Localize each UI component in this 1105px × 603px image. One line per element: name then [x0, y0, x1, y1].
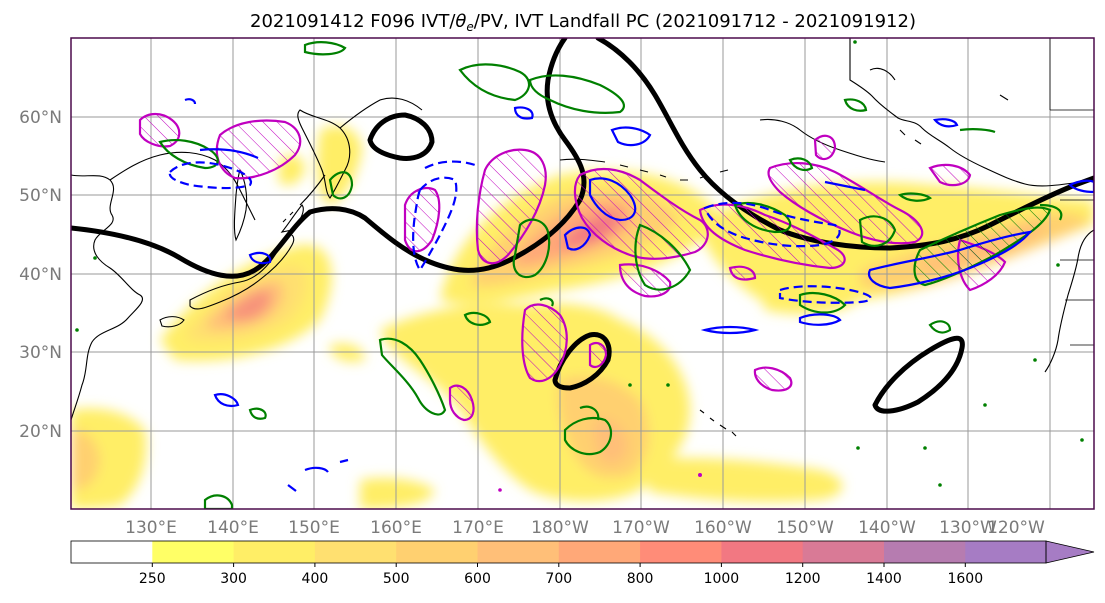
coastline-kuril [282, 174, 326, 223]
pv-contour-cutoff-east [872, 335, 965, 414]
colorbar-tick-label: 1200 [785, 571, 821, 587]
colorbar-segment [721, 541, 804, 563]
lon-label-150w: 150°W [776, 518, 834, 538]
lat-label-50n: 50°N [19, 186, 62, 206]
colorbar-segment [152, 541, 235, 563]
scattered-contour-dots [75, 40, 1084, 492]
pv-contour-cutoff-central [552, 332, 612, 391]
lon-label-140w: 140°W [858, 518, 916, 538]
colorbar-segment [802, 541, 885, 563]
figure-title: 2021091412 F096 IVT/θe/PV, IVT Landfall … [250, 11, 916, 34]
longitude-labels: 130°E 140°E 150°E 160°E 170°E 180°W 170°… [125, 518, 1045, 538]
lat-label-30n: 30°N [19, 343, 62, 363]
colorbar-tick-label: 1000 [704, 571, 740, 587]
lat-label-40n: 40°N [19, 265, 62, 285]
lon-label-140e: 140°E [207, 518, 259, 538]
coastline-alaska [849, 38, 1094, 187]
lon-label-180w: 180°W [531, 518, 589, 538]
colorbar: 250 300 400 500 600 700 800 1000 1200 1400 1600 [70, 540, 1095, 587]
colorbar-tick-label: 600 [464, 571, 491, 587]
colorbar-tick-label: 800 [627, 571, 654, 587]
coastline-hawaii [699, 409, 737, 437]
colorbar-tick-label: 1400 [866, 571, 902, 587]
colorbar-segment [477, 541, 560, 563]
magenta-contours [138, 112, 1007, 422]
colorbar-segment [233, 541, 316, 563]
pv-contour-cutoff-kamchatka [367, 112, 435, 161]
colorbar-tick-label: 1600 [947, 571, 983, 587]
lon-label-150e: 150°E [288, 518, 340, 538]
colorbar-tick-label: 400 [302, 571, 329, 587]
colorbar-segments [71, 541, 1048, 563]
green-contours [158, 41, 1063, 509]
lon-label-160w: 160°W [694, 518, 752, 538]
lon-label-170w: 170°W [612, 518, 670, 538]
coastline-japan [189, 234, 295, 310]
lat-label-20n: 20°N [19, 422, 62, 442]
colorbar-tick-label: 250 [139, 571, 166, 587]
coastline-aleutians [559, 158, 729, 181]
lon-label-160e: 160°E [370, 518, 422, 538]
colorbar-tick-label: 300 [220, 571, 247, 587]
colorbar-ticks: 250 300 400 500 600 700 800 1000 1200 1400 1600 [139, 563, 983, 587]
lon-label-130e: 130°E [125, 518, 177, 538]
colorbar-tick-label: 500 [383, 571, 410, 587]
ivt-shading-alaska [317, 125, 362, 205]
coastline-asia [71, 174, 144, 421]
colorbar-segment [965, 541, 1048, 563]
colorbar-segment [396, 541, 478, 563]
colorbar-segment [640, 541, 722, 563]
blue-contours [168, 98, 1094, 492]
colorbar-extend-arrow [1045, 540, 1095, 564]
colorbar-segment [884, 541, 966, 563]
map-panel [71, 38, 1094, 509]
coastline-north-america [1044, 229, 1094, 373]
lon-label-170e: 170°E [452, 518, 504, 538]
lat-label-60n: 60°N [19, 108, 62, 128]
lon-label-120w: 120°W [987, 518, 1045, 538]
colorbar-segment [71, 541, 153, 563]
latitude-labels: 60°N 50°N 40°N 30°N 20°N [19, 108, 62, 442]
colorbar-tick-label: 700 [545, 571, 572, 587]
coastline-kamchatka [297, 109, 351, 199]
pv-contour-main [71, 38, 587, 279]
colorbar-segment [558, 541, 641, 563]
colorbar-segment [314, 541, 397, 563]
lon-label-130w: 130°W [939, 518, 997, 538]
map-frame [70, 37, 1095, 510]
